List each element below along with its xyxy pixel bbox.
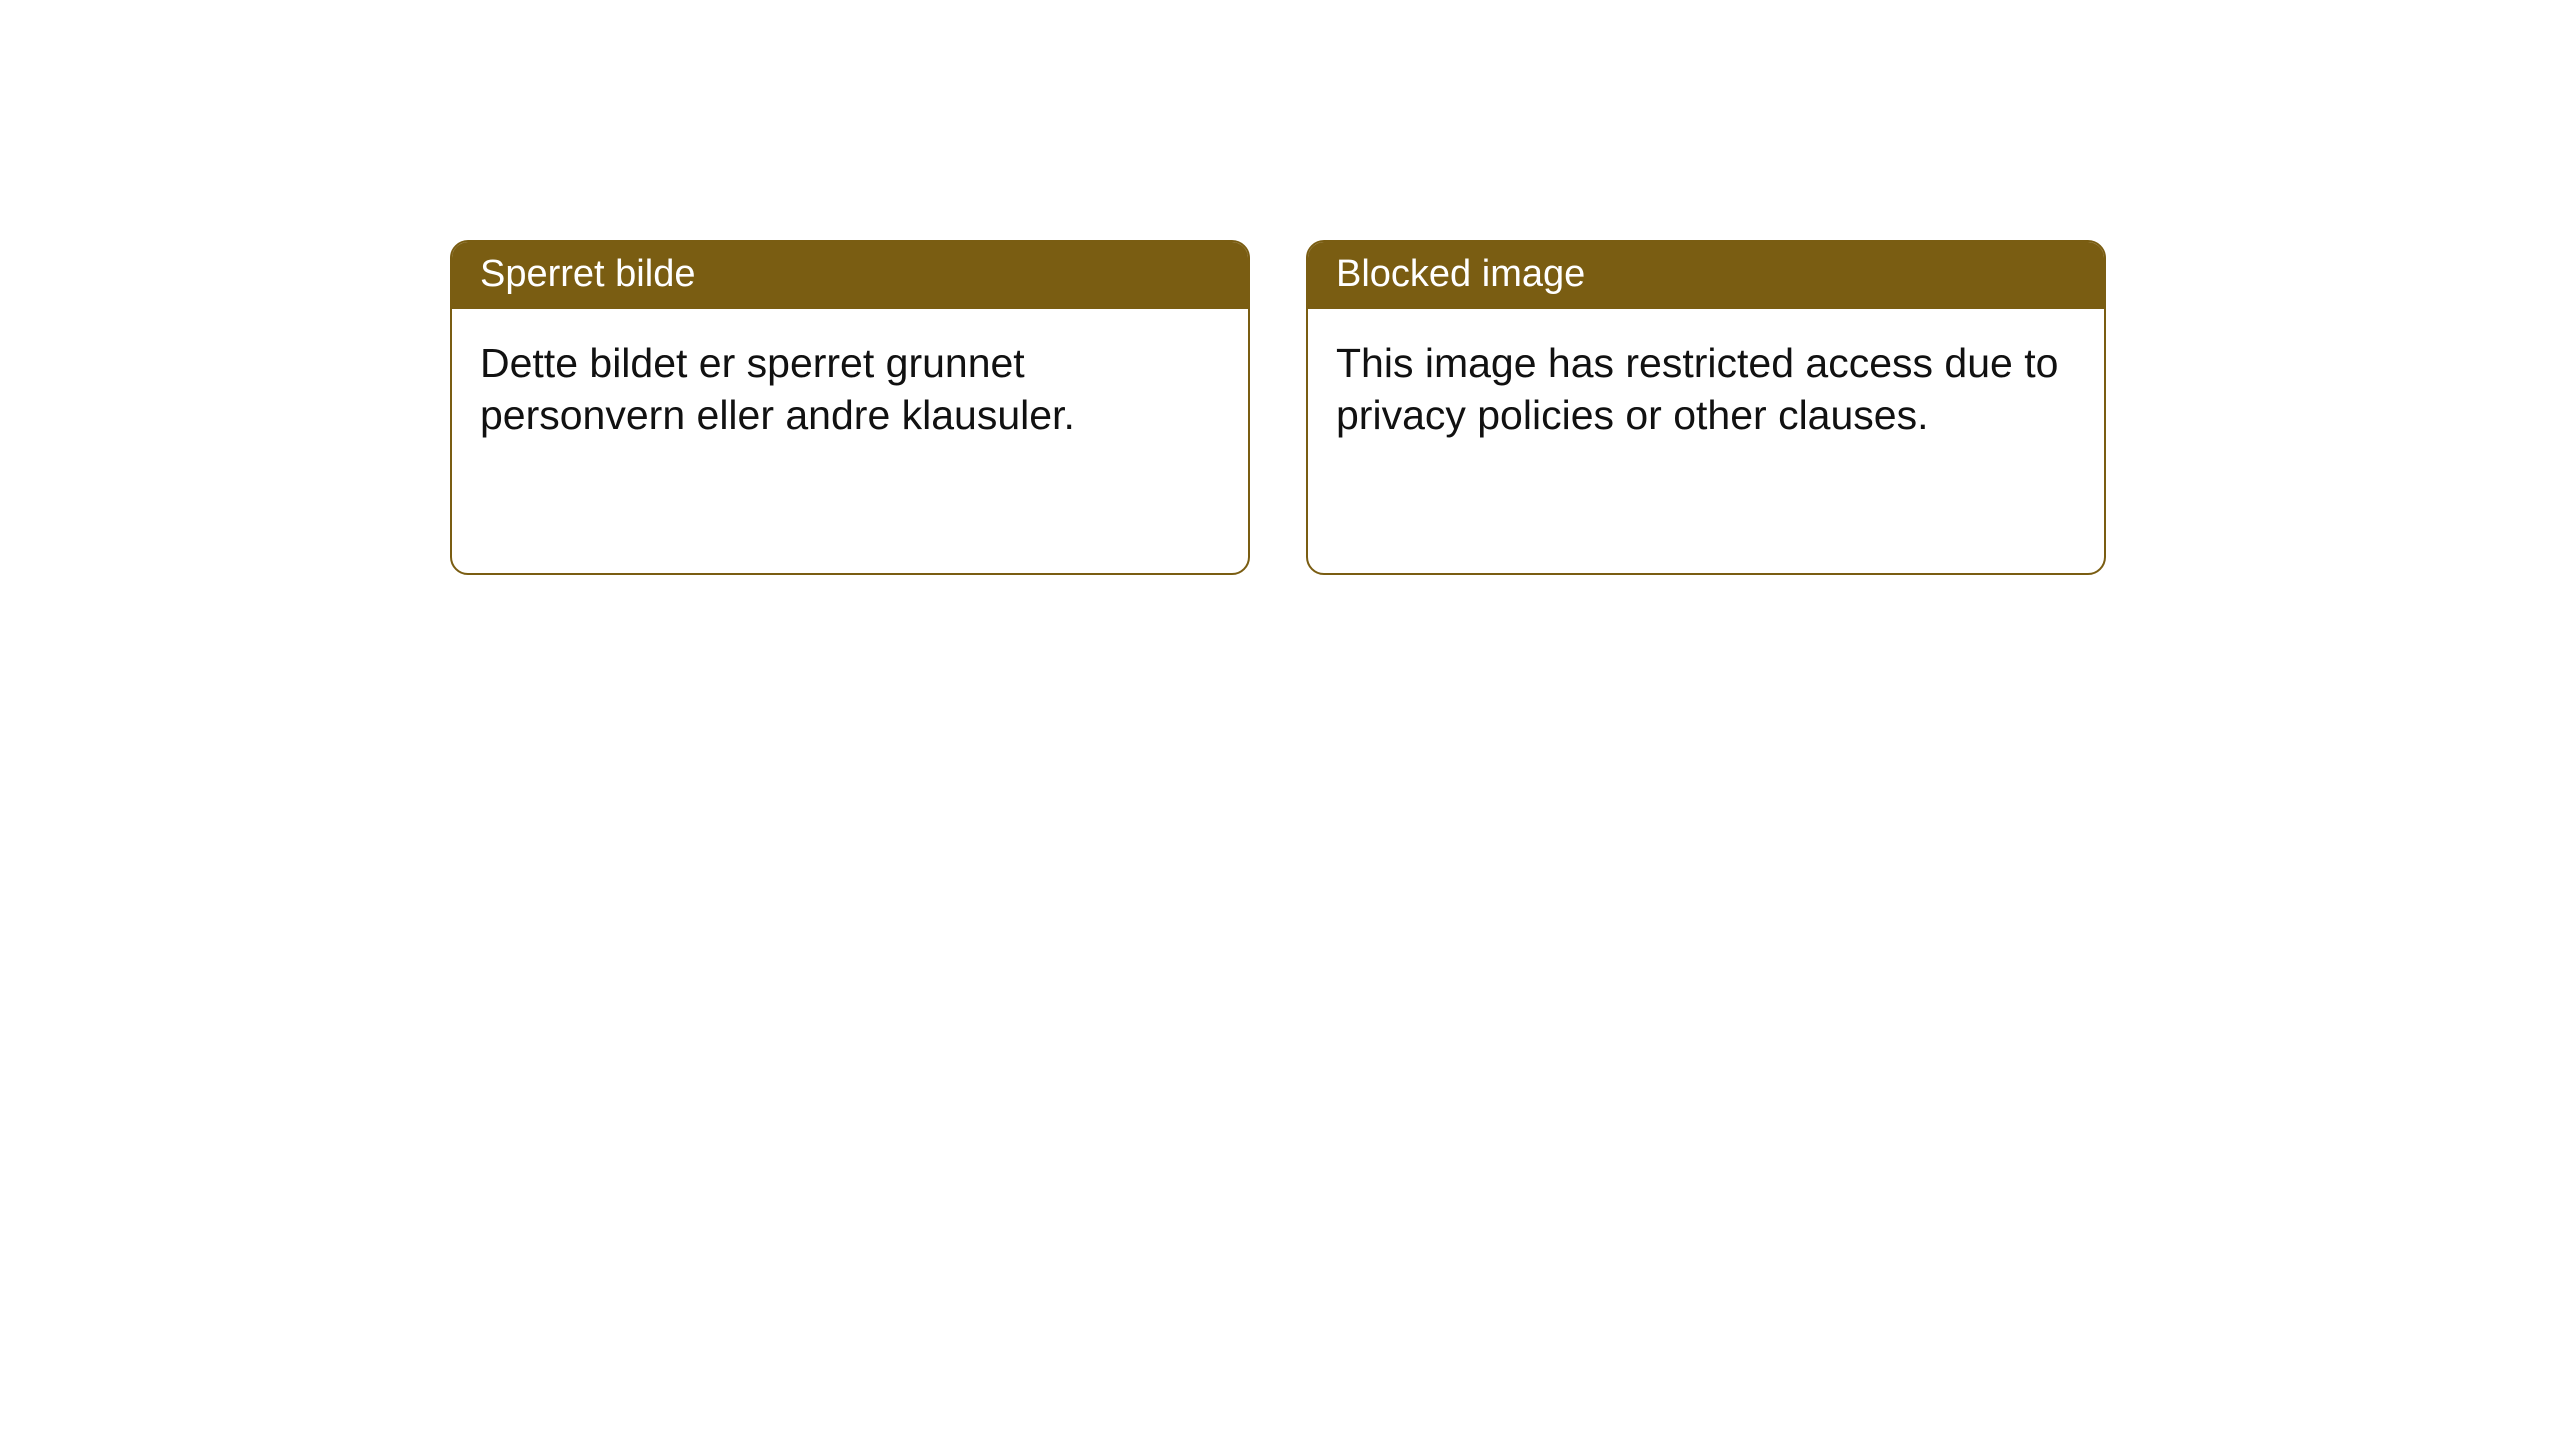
notice-card-header: Sperret bilde — [452, 242, 1248, 309]
notice-card-header: Blocked image — [1308, 242, 2104, 309]
notice-card-body: This image has restricted access due to … — [1308, 309, 2104, 470]
notice-cards-row: Sperret bilde Dette bildet er sperret gr… — [0, 0, 2560, 575]
notice-card-norwegian: Sperret bilde Dette bildet er sperret gr… — [450, 240, 1250, 575]
notice-card-body: Dette bildet er sperret grunnet personve… — [452, 309, 1248, 470]
notice-card-english: Blocked image This image has restricted … — [1306, 240, 2106, 575]
